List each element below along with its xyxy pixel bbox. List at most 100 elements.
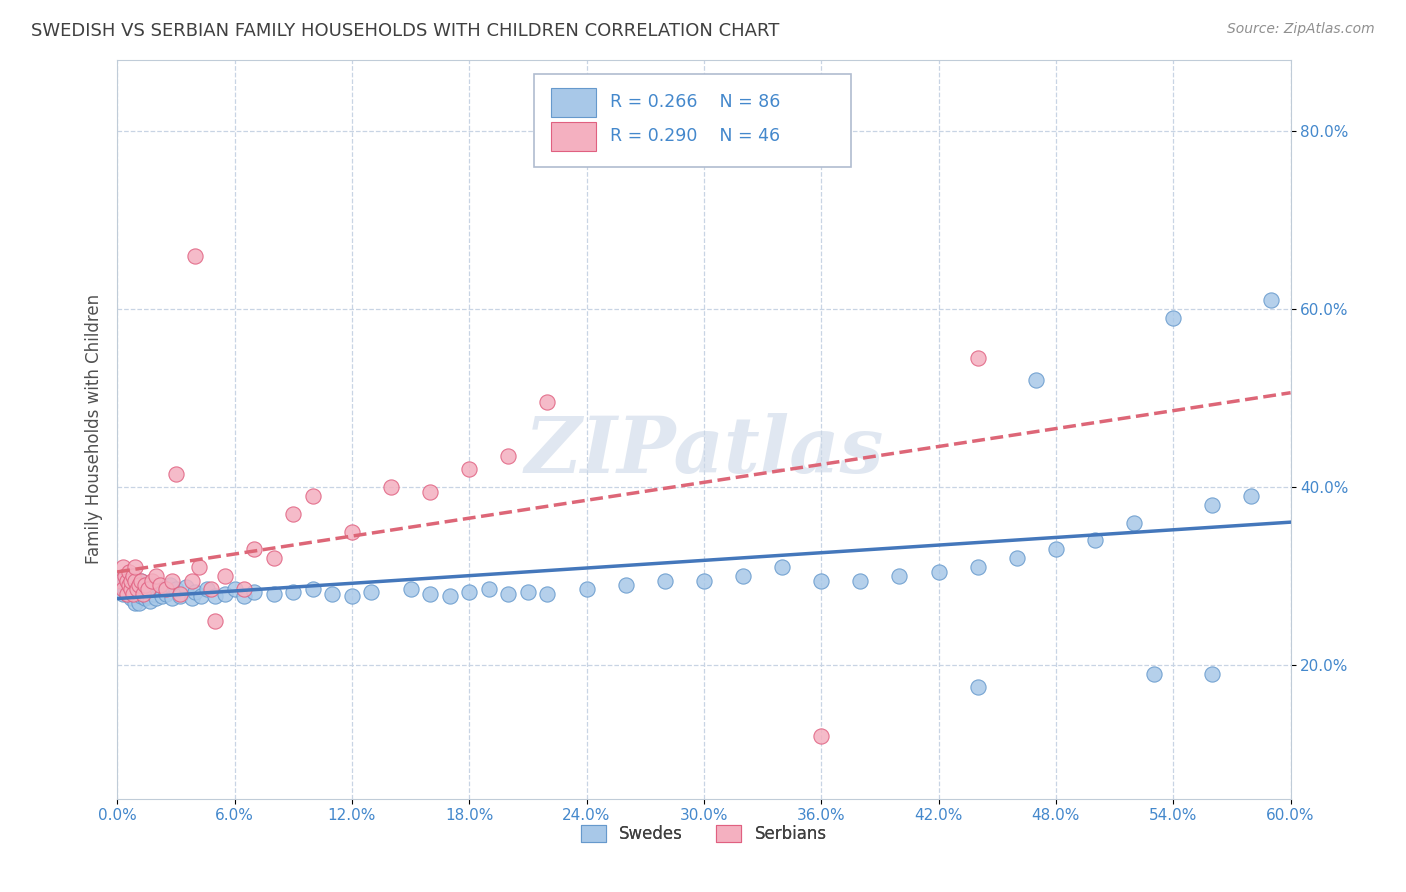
Point (149, 582, 172, 597)
Point (120, 574, 142, 588)
Point (1005, 551, 1028, 566)
Point (129, 589, 152, 603)
Point (128, 578, 150, 592)
Point (1240, 489, 1263, 503)
Point (1045, 542, 1067, 557)
Point (1123, 516, 1146, 530)
Point (129, 574, 152, 588)
Point (124, 560, 146, 574)
Point (214, 587, 236, 601)
Point (575, 582, 598, 597)
Point (121, 569, 143, 583)
Point (243, 542, 266, 557)
Point (478, 582, 501, 597)
Y-axis label: Family Households with Children: Family Households with Children (86, 294, 103, 565)
Point (121, 587, 143, 601)
Point (149, 578, 172, 592)
Point (134, 578, 156, 592)
Point (112, 587, 135, 601)
Point (135, 589, 157, 603)
Text: ZIPatlas: ZIPatlas (524, 413, 883, 490)
Point (614, 578, 637, 592)
Point (321, 587, 343, 601)
Point (112, 582, 135, 597)
Point (128, 582, 150, 597)
Point (141, 574, 163, 588)
Point (128, 596, 150, 610)
Point (135, 578, 157, 592)
Point (966, 681, 988, 695)
Point (233, 582, 256, 597)
FancyBboxPatch shape (534, 74, 851, 167)
Point (124, 574, 146, 588)
Point (138, 582, 160, 597)
Point (114, 569, 136, 583)
Point (143, 587, 166, 601)
Point (770, 560, 793, 574)
Point (114, 582, 136, 597)
Point (419, 484, 441, 499)
Point (1143, 667, 1166, 681)
Point (184, 585, 207, 599)
Point (233, 589, 256, 603)
Point (150, 589, 173, 603)
Point (118, 578, 141, 592)
Point (155, 587, 177, 601)
Point (120, 591, 142, 606)
Point (131, 587, 153, 601)
Text: R = 0.266    N = 86: R = 0.266 N = 86 (610, 94, 780, 112)
Point (399, 582, 422, 597)
Point (889, 569, 911, 583)
Point (145, 569, 167, 583)
Point (125, 582, 148, 597)
Text: R = 0.290    N = 46: R = 0.290 N = 46 (610, 128, 780, 145)
Point (124, 574, 146, 588)
Point (439, 589, 461, 603)
Point (340, 524, 363, 539)
Point (125, 574, 148, 588)
Point (498, 449, 520, 463)
Point (169, 587, 191, 601)
Point (118, 574, 141, 588)
Point (1260, 293, 1282, 307)
Point (155, 582, 177, 597)
Point (115, 569, 138, 583)
Point (498, 587, 520, 601)
Point (340, 589, 363, 603)
Point (118, 582, 141, 597)
Point (536, 587, 558, 601)
Point (115, 587, 138, 601)
Point (124, 596, 146, 610)
Point (283, 507, 305, 521)
Point (159, 578, 181, 592)
FancyBboxPatch shape (551, 88, 596, 117)
Point (169, 589, 191, 603)
Point (214, 569, 236, 583)
Point (1201, 667, 1223, 681)
Point (138, 582, 160, 597)
Point (120, 582, 142, 597)
Point (360, 585, 382, 599)
Point (121, 578, 143, 592)
Point (118, 587, 141, 601)
Point (419, 587, 441, 601)
Point (458, 585, 481, 599)
Point (160, 574, 183, 588)
Point (200, 582, 222, 597)
Point (115, 574, 138, 588)
Point (1025, 373, 1047, 387)
Point (145, 591, 167, 606)
Point (112, 574, 135, 588)
Point (380, 480, 402, 494)
Point (204, 589, 226, 603)
Point (165, 467, 187, 481)
Point (224, 582, 246, 597)
Point (263, 587, 285, 601)
Point (134, 591, 156, 606)
Point (849, 574, 872, 588)
Point (141, 580, 163, 594)
Point (112, 560, 135, 574)
Point (125, 582, 148, 597)
Point (204, 614, 226, 628)
Point (121, 587, 143, 601)
